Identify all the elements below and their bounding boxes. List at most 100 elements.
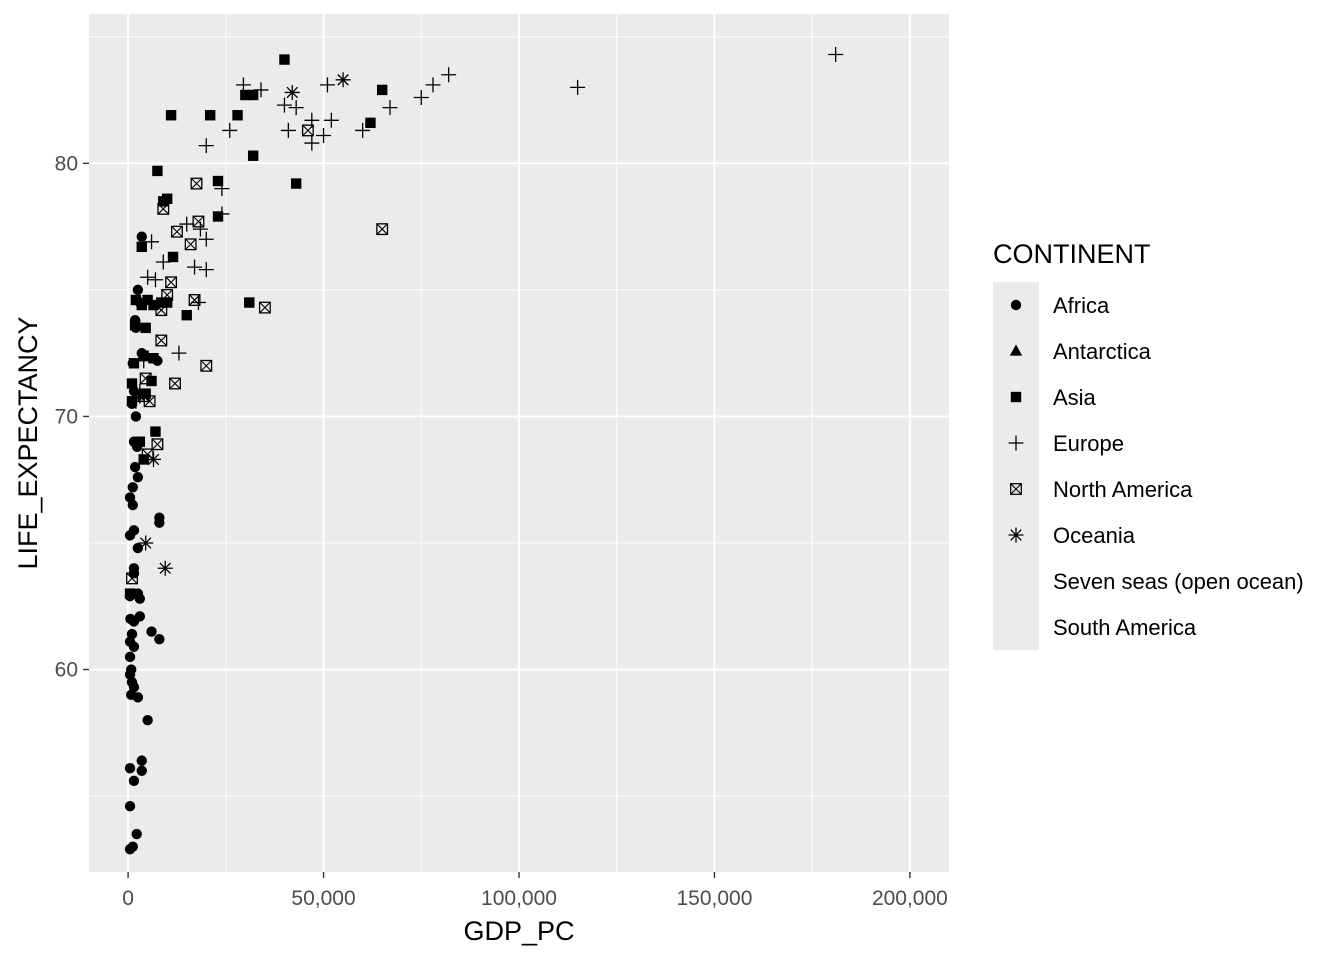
- data-point-asia: [167, 251, 179, 263]
- data-point-africa: [146, 626, 157, 637]
- legend-key-oceania: [1008, 527, 1024, 543]
- data-point-north-america: [161, 288, 174, 301]
- legend-key-background: [993, 282, 1039, 650]
- data-point-africa: [129, 461, 141, 473]
- x-tick-label: 150,000: [676, 887, 752, 910]
- data-point-north-america: [190, 177, 203, 190]
- data-point-asia: [124, 588, 136, 599]
- data-point-africa: [124, 530, 136, 541]
- data-point-north-america: [169, 377, 181, 390]
- data-point-north-america: [171, 225, 183, 238]
- data-point-asia: [232, 110, 243, 121]
- data-point-asia: [128, 358, 140, 369]
- legend-label: South America: [1053, 615, 1197, 640]
- data-points: [124, 46, 844, 855]
- data-point-asia: [247, 150, 259, 161]
- data-point-africa: [130, 411, 142, 422]
- data-point-north-america: [165, 276, 178, 289]
- data-point-africa: [142, 714, 153, 726]
- data-point-africa: [124, 800, 136, 812]
- x-axis: 0 50,000 100,000 150,000 200,000: [122, 872, 948, 910]
- data-point-asia: [240, 89, 251, 101]
- data-point-africa: [134, 593, 146, 604]
- data-point-asia: [247, 89, 259, 101]
- y-axis-title: LIFE_EXPECTANCY: [13, 316, 43, 569]
- data-point-oceania: [132, 388, 148, 404]
- data-point-africa: [154, 517, 165, 528]
- legend-key-europe: [1008, 435, 1024, 451]
- data-point-north-america: [155, 334, 168, 347]
- data-point-europe: [828, 46, 844, 62]
- data-point-europe: [187, 259, 203, 275]
- y-tick-label: 70: [55, 405, 78, 428]
- data-point-europe: [214, 206, 230, 222]
- data-point-north-america: [200, 359, 213, 372]
- major-gridlines: [89, 14, 949, 872]
- data-point-north-america: [126, 572, 138, 585]
- data-point-north-america: [184, 238, 197, 251]
- legend-title: CONTINENT: [993, 239, 1151, 269]
- data-point-europe: [382, 100, 398, 116]
- y-axis: 60 70 80: [55, 152, 89, 682]
- data-point-africa: [132, 471, 144, 483]
- data-point-europe: [155, 254, 171, 270]
- data-point-europe: [316, 127, 332, 143]
- data-point-asia: [365, 117, 376, 129]
- data-point-europe: [140, 269, 156, 285]
- legend-key-asia: [1010, 391, 1022, 403]
- legend-item-europe: Europe: [1008, 431, 1124, 456]
- data-point-oceania: [138, 535, 154, 551]
- data-point-north-america: [301, 124, 314, 137]
- data-point-europe: [355, 122, 371, 138]
- legend-label: Oceania: [1053, 523, 1136, 548]
- y-tick-label: 80: [55, 152, 78, 175]
- data-point-asia: [161, 297, 173, 308]
- data-point-north-america: [157, 202, 170, 215]
- data-point-asia: [290, 178, 302, 189]
- data-point-asia: [376, 84, 388, 96]
- data-point-africa: [124, 763, 136, 774]
- data-point-africa: [154, 633, 165, 645]
- legend-key-africa: [1010, 299, 1022, 311]
- legend-items: Africa Antarctica Asia Europe North America O…: [1008, 293, 1304, 640]
- legend-label: Europe: [1053, 431, 1124, 456]
- data-point-asia: [279, 54, 290, 65]
- data-point-europe: [144, 234, 160, 250]
- legend-item-antarctica: Antarctica: [1009, 339, 1152, 364]
- data-point-asia: [181, 309, 192, 321]
- data-point-oceania: [157, 560, 173, 576]
- data-point-africa: [132, 692, 144, 703]
- data-point-asia: [136, 299, 147, 311]
- data-point-europe: [179, 216, 195, 232]
- legend-item-asia: Asia: [1010, 385, 1097, 410]
- data-point-asia: [150, 426, 161, 437]
- x-tick-label: 200,000: [872, 887, 948, 910]
- data-point-oceania: [146, 451, 161, 467]
- data-point-africa: [127, 499, 138, 511]
- data-point-europe: [198, 231, 214, 247]
- legend-item-south-america: South America: [1053, 615, 1197, 640]
- data-point-asia: [129, 320, 141, 331]
- data-point-asia: [142, 294, 153, 306]
- data-point-europe: [214, 181, 230, 197]
- data-point-asia: [158, 196, 169, 207]
- legend-item-seven-seas-open-ocean: Seven seas (open ocean): [1053, 569, 1304, 594]
- data-point-asia: [126, 378, 138, 389]
- legend-item-north-america: North America: [1010, 477, 1193, 502]
- data-point-europe: [570, 79, 586, 95]
- data-point-asia: [165, 110, 177, 121]
- data-point-north-america: [188, 294, 201, 306]
- legend-key-antarctica: [1009, 344, 1023, 356]
- data-point-north-america: [155, 304, 168, 317]
- legend-label: North America: [1053, 477, 1193, 502]
- data-point-north-america: [258, 301, 271, 314]
- data-point-europe: [147, 272, 163, 288]
- data-point-asia: [130, 294, 142, 306]
- data-point-europe: [319, 77, 335, 93]
- data-point-europe: [253, 82, 269, 98]
- data-point-europe: [222, 122, 238, 138]
- data-point-oceania: [335, 72, 351, 88]
- data-point-europe: [198, 262, 214, 278]
- data-point-europe: [304, 135, 320, 151]
